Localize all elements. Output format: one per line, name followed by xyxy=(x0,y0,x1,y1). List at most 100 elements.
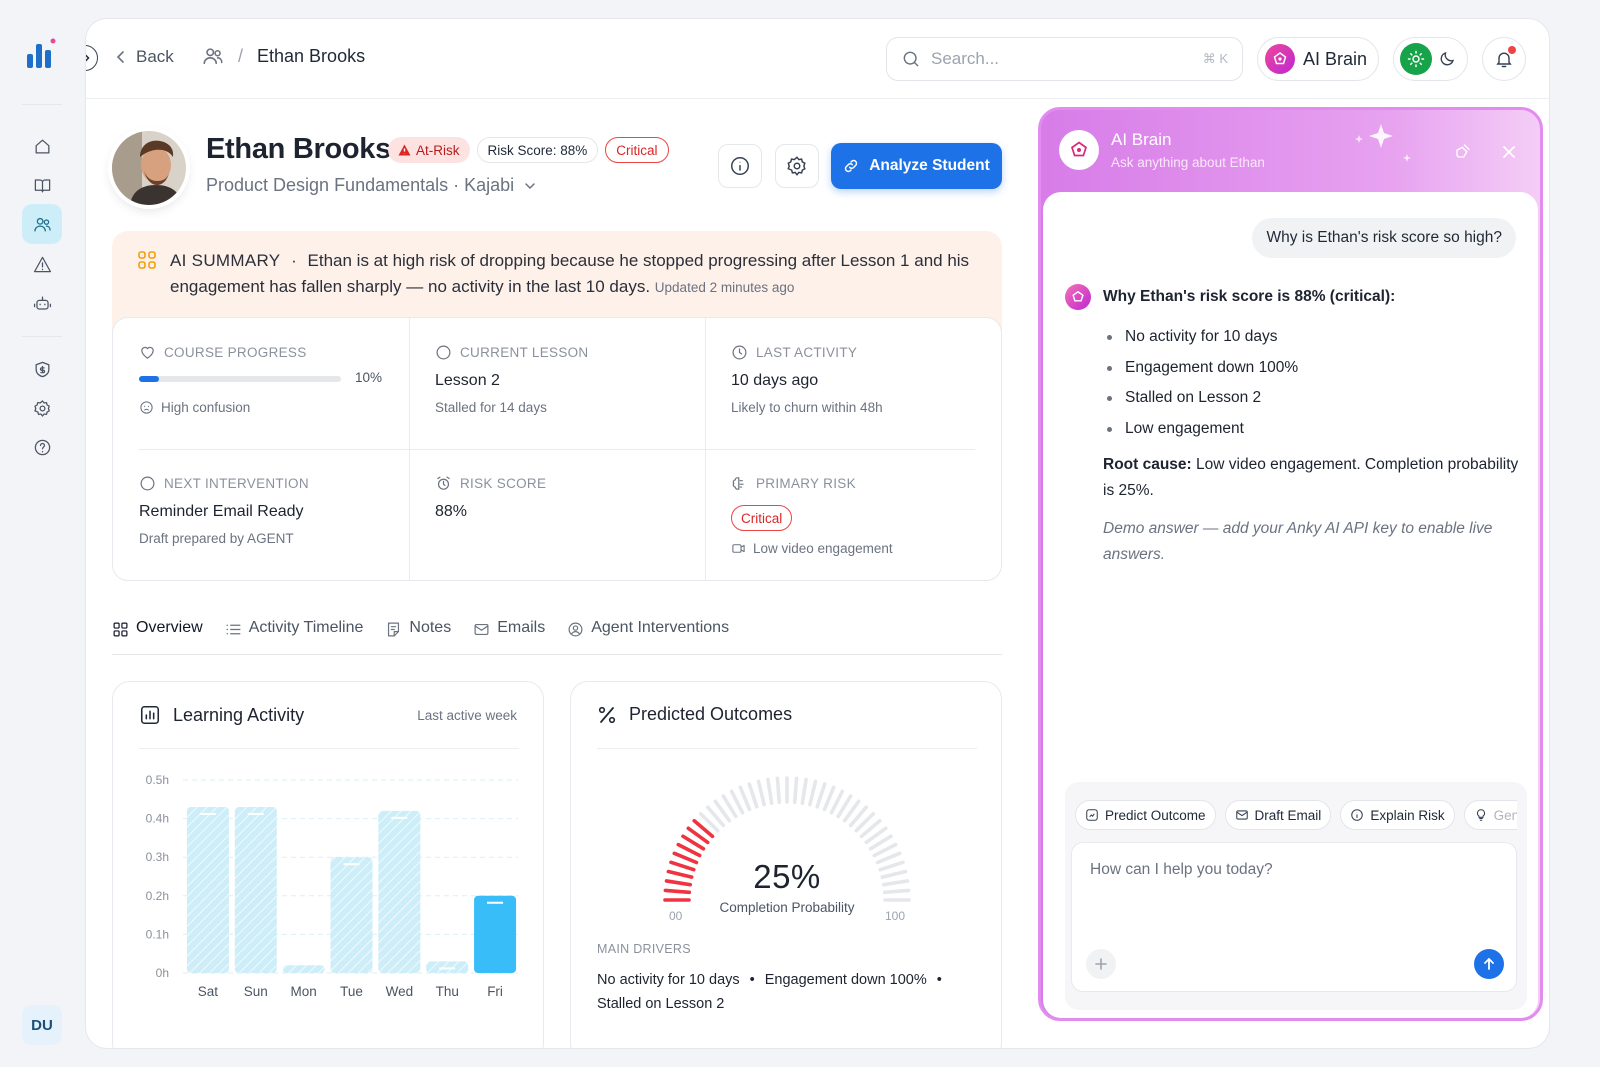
top-bar: Back / Ethan Brooks Search... ⌘ K AI Bra… xyxy=(86,19,1549,99)
primary-risk-tag: Critical xyxy=(731,505,793,531)
broom-icon[interactable] xyxy=(1454,142,1472,160)
risk-score-stat: RISK SCORE 88% xyxy=(409,449,705,580)
chat-input[interactable]: How can I help you today? xyxy=(1071,842,1517,992)
gauge-tick-filled xyxy=(666,869,694,879)
next-intervention-label: NEXT INTERVENTION xyxy=(164,476,309,491)
gear-icon xyxy=(33,399,50,417)
analyze-student-button[interactable]: Analyze Student xyxy=(831,143,1002,189)
confused-face-icon xyxy=(140,401,153,414)
gauge-tick xyxy=(881,879,910,887)
warning-icon xyxy=(398,144,411,156)
ai-brain-button[interactable]: AI Brain xyxy=(1257,37,1379,81)
driver-item: Stalled on Lesson 2 xyxy=(597,996,725,1012)
at-risk-label: At-Risk xyxy=(416,142,460,158)
course-selector[interactable]: Product Design Fundamentals · Kajabi xyxy=(206,175,536,196)
tab-activity-label: Activity Timeline xyxy=(248,619,364,636)
heart-icon xyxy=(141,346,154,359)
explain-risk-chip[interactable]: Explain Risk xyxy=(1340,800,1455,830)
user-circle-icon xyxy=(568,622,583,637)
app-logo[interactable] xyxy=(26,38,56,70)
settings-nav-button[interactable] xyxy=(22,388,62,428)
user-avatar[interactable]: DU xyxy=(22,1005,62,1045)
gauge-tick xyxy=(864,826,888,845)
gauge-tick xyxy=(872,842,898,858)
search-input[interactable]: Search... ⌘ K xyxy=(886,37,1243,81)
tab-emails-label: Emails xyxy=(497,619,546,636)
grid-icon xyxy=(113,622,128,637)
close-icon[interactable] xyxy=(1501,144,1517,160)
x-tick-label: Sun xyxy=(244,984,268,999)
root-cause-text: Low video engagement. Completion probabi… xyxy=(1103,456,1519,500)
send-button[interactable] xyxy=(1474,949,1504,979)
bar-thu xyxy=(426,961,469,973)
tab-emails[interactable]: Emails xyxy=(473,619,545,649)
gauge-tick xyxy=(747,782,759,809)
answer-bullet: Engagement down 100% xyxy=(1103,353,1523,384)
next-intervention-sub: Draft prepared by AGENT xyxy=(139,531,294,546)
student-settings-button[interactable] xyxy=(775,144,819,188)
gauge-tick xyxy=(878,860,905,872)
tab-notes[interactable]: Notes xyxy=(385,619,451,649)
sun-icon[interactable] xyxy=(1400,43,1432,75)
help-nav-button[interactable] xyxy=(22,427,62,467)
gauge-tick-filled xyxy=(686,826,710,845)
robot-icon xyxy=(33,296,51,310)
video-icon xyxy=(732,544,745,553)
predict-outcome-chip[interactable]: Predict Outcome xyxy=(1075,800,1216,830)
notifications-button[interactable] xyxy=(1482,37,1526,81)
drivers-list: No activity for 10 days • Engagement down … xyxy=(597,972,942,1012)
tab-overview[interactable]: Overview xyxy=(112,619,203,649)
course-progress-percent: 10% xyxy=(355,370,383,385)
bell-icon xyxy=(1496,52,1512,68)
agents-nav-button[interactable] xyxy=(22,283,62,323)
chip-label: Explain Risk xyxy=(1370,807,1445,823)
attach-button[interactable] xyxy=(1086,949,1116,979)
bar-chart-icon xyxy=(140,705,160,725)
y-tick-label: 0.5h xyxy=(146,773,169,787)
gauge-tick-filled xyxy=(681,834,706,851)
gauge-tick xyxy=(875,851,902,865)
search-placeholder: Search... xyxy=(931,49,1000,68)
mail-icon xyxy=(1235,810,1248,820)
ai-brain-header: AI Brain Ask anything about Ethan xyxy=(1041,110,1540,192)
breadcrumb: / Ethan Brooks xyxy=(202,45,365,67)
draft-email-chip[interactable]: Draft Email xyxy=(1224,800,1332,830)
gauge-tick xyxy=(766,777,774,806)
last-activity-value: 10 days ago xyxy=(731,372,819,389)
root-cause-label: Root cause: xyxy=(1103,456,1192,474)
billing-nav-button[interactable] xyxy=(22,349,62,389)
tab-agent-interventions[interactable]: Agent Interventions xyxy=(567,619,729,649)
book-icon xyxy=(34,178,50,192)
collapse-sidebar-button[interactable] xyxy=(86,45,98,71)
moon-icon[interactable] xyxy=(1438,50,1456,68)
primary-risk-stat: PRIMARY RISK Critical Low video engageme… xyxy=(705,449,1001,580)
x-tick-label: Mon xyxy=(291,984,317,999)
theme-toggle[interactable] xyxy=(1393,37,1468,81)
risk-score-badge: Risk Score: 88% xyxy=(476,137,599,163)
bar-sat xyxy=(186,807,229,973)
bar-wed xyxy=(378,810,421,973)
answer-demo-note: Demo answer — add your Anky AI API key t… xyxy=(1103,520,1493,564)
chat-composer: Predict Outcome Draft Email Explain Risk… xyxy=(1065,782,1527,1010)
ai-answer: Why Ethan's risk score is 88% (critical)… xyxy=(1103,284,1523,568)
students-nav-button[interactable] xyxy=(22,204,62,244)
home-icon xyxy=(35,139,49,153)
answer-root-cause: Root cause: Low video engagement. Comple… xyxy=(1103,452,1523,504)
info-button[interactable] xyxy=(718,144,762,188)
last-activity-label: LAST ACTIVITY xyxy=(756,345,858,360)
chat-input-placeholder: How can I help you today? xyxy=(1090,861,1273,878)
gauge-tick-filled xyxy=(676,842,702,858)
last-activity-sub: Likely to churn within 48h xyxy=(731,400,883,415)
courses-nav-button[interactable] xyxy=(22,165,62,205)
stats-grid: COURSE PROGRESS 10% High confusion CURRE… xyxy=(112,317,1002,581)
gauge-max: 100 xyxy=(885,909,906,923)
home-nav-button[interactable] xyxy=(22,126,62,166)
users-icon[interactable] xyxy=(202,45,224,67)
back-button[interactable]: Back xyxy=(116,47,174,67)
tab-activity-timeline[interactable]: Activity Timeline xyxy=(225,619,364,649)
summary-updated: Updated 2 minutes ago xyxy=(654,280,795,295)
generate-chip[interactable]: Generate xyxy=(1463,800,1517,830)
alerts-nav-button[interactable] xyxy=(22,244,62,284)
ai-brain-icon xyxy=(1265,44,1295,74)
gear-icon xyxy=(787,156,806,176)
